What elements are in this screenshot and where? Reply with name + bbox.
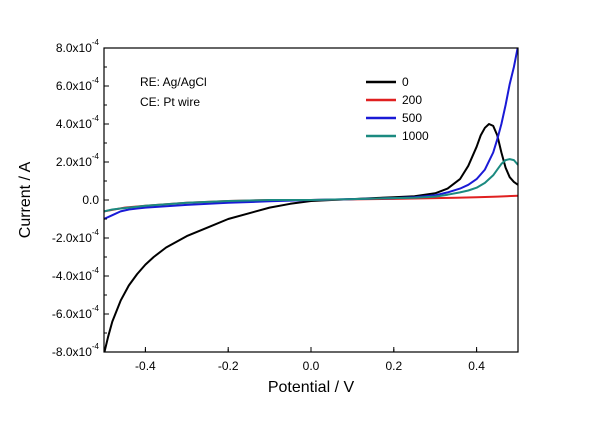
x-tick-label: -0.4	[135, 359, 156, 373]
annotation-counter-electrode: CE: Pt wire	[140, 95, 200, 109]
x-tick-label: 0.4	[468, 359, 485, 373]
y-tick-label: 2.0x10-4	[56, 152, 100, 169]
y-tick-label: 8.0x10-4	[56, 38, 100, 55]
legend-label-0: 0	[402, 75, 409, 89]
y-tick-label: -2.0x10-4	[52, 228, 100, 245]
series-line-1000	[104, 158, 518, 213]
x-tick-label: -0.2	[218, 359, 239, 373]
annotation-reference-electrode: RE: Ag/AgCl	[140, 75, 207, 89]
x-tick-label: 0.2	[385, 359, 402, 373]
y-tick-label: 6.0x10-4	[56, 76, 100, 93]
y-tick-label: 4.0x10-4	[56, 114, 100, 131]
y-tick-label: -4.0x10-4	[52, 266, 100, 283]
x-tick-label: 0.0	[303, 359, 320, 373]
legend: 0 200 500 1000	[366, 75, 429, 143]
legend-label-200: 200	[402, 93, 422, 107]
x-axis-title: Potential / V	[268, 379, 355, 396]
y-tick-label: -6.0x10-4	[52, 304, 100, 321]
y-axis-title: Current / A	[17, 161, 34, 238]
legend-label-500: 500	[402, 111, 422, 125]
legend-label-1000: 1000	[402, 129, 429, 143]
series-line-0	[104, 123, 518, 352]
y-tick-label: 0.0	[82, 193, 99, 207]
y-tick-label: -8.0x10-4	[52, 342, 100, 359]
